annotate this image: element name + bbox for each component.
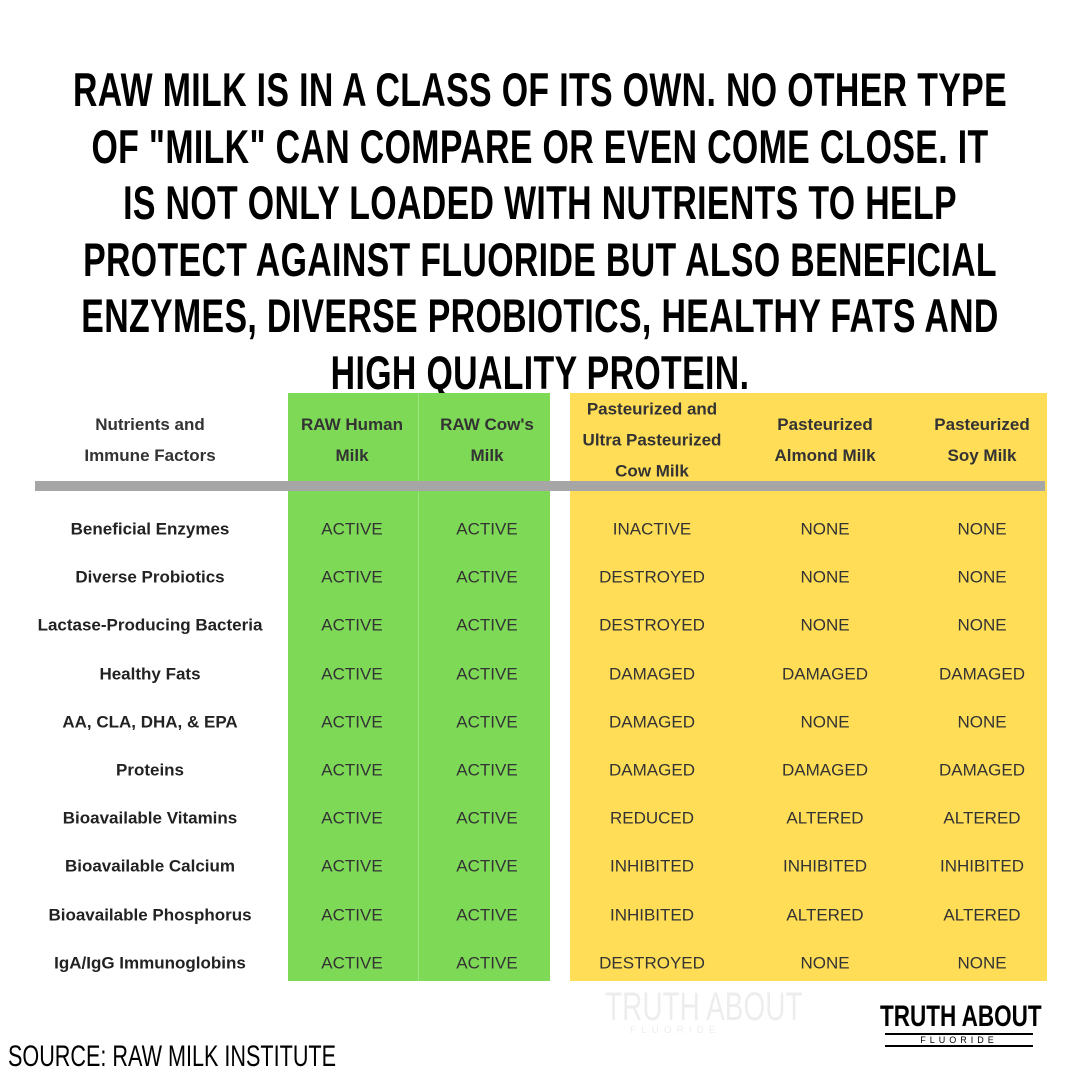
watermark-bottom: FLUORIDE [630, 1025, 721, 1036]
watermark-top: TRUTH ABOUT [605, 985, 803, 1029]
cell-value: ACTIVE [321, 760, 383, 780]
cell-value: ACTIVE [321, 664, 383, 684]
cell-value: NONE [800, 712, 850, 732]
cell-value: ACTIVE [321, 615, 383, 635]
column-header: Pasteurized Soy Milk [934, 415, 1030, 465]
cell-value: ACTIVE [321, 712, 383, 732]
cell-value: DAMAGED [939, 760, 1025, 780]
yellow-panel [570, 393, 1047, 981]
cell-value: ACTIVE [456, 519, 518, 539]
row-label: Lactase-Producing Bacteria [37, 615, 263, 635]
cell-value: DAMAGED [609, 760, 695, 780]
logo-bottom: FLUORIDE [885, 1033, 1033, 1047]
column-header: RAW Human Milk [301, 415, 403, 465]
cell-value: ACTIVE [456, 664, 518, 684]
cell-value: ALTERED [786, 905, 864, 925]
cell-value: ACTIVE [456, 905, 518, 925]
cell-value: NONE [800, 519, 850, 539]
cell-value: INHIBITED [939, 856, 1025, 876]
source: SOURCE: RAW MILK INSTITUTE [8, 1040, 337, 1073]
cell-value: INHIBITED [609, 905, 695, 925]
column-header: RAW Cow's Milk [440, 415, 534, 465]
header-rule [35, 481, 1045, 491]
cell-value: NONE [957, 567, 1007, 587]
cell-value: INACTIVE [612, 519, 692, 539]
cell-value: DAMAGED [782, 760, 868, 780]
cell-value: ACTIVE [456, 953, 518, 973]
row-label: Bioavailable Calcium [64, 856, 236, 876]
logo-top: TRUTH ABOUT [880, 1000, 1042, 1033]
cell-value: ACTIVE [456, 567, 518, 587]
column-header: Pasteurized Almond Milk [774, 415, 876, 465]
row-label: Bioavailable Vitamins [62, 808, 238, 828]
cell-value: ACTIVE [321, 808, 383, 828]
cell-value: ACTIVE [456, 856, 518, 876]
cell-value: NONE [957, 712, 1007, 732]
cell-value: ACTIVE [321, 856, 383, 876]
cell-value: INHIBITED [609, 856, 695, 876]
cell-value: DAMAGED [782, 664, 868, 684]
headline: RAW MILK IS IN A CLASS OF ITS OWN. NO OT… [72, 63, 1008, 399]
cell-value: DAMAGED [609, 664, 695, 684]
cell-value: REDUCED [609, 808, 695, 828]
cell-value: NONE [957, 953, 1007, 973]
cell-value: DESTROYED [599, 615, 705, 635]
green-panel [288, 393, 550, 981]
cell-value: ACTIVE [456, 808, 518, 828]
cell-value: NONE [957, 519, 1007, 539]
cell-value: ALTERED [943, 808, 1021, 828]
cell-value: ACTIVE [321, 519, 383, 539]
row-label: AA, CLA, DHA, & EPA [62, 712, 238, 732]
green-divider [418, 393, 419, 981]
cell-value: ALTERED [786, 808, 864, 828]
row-label: Healthy Fats [99, 664, 201, 684]
cell-value: ACTIVE [456, 712, 518, 732]
cell-value: ACTIVE [456, 615, 518, 635]
row-label: Bioavailable Phosphorus [48, 905, 252, 925]
cell-value: DAMAGED [939, 664, 1025, 684]
cell-value: NONE [957, 615, 1007, 635]
row-label: Proteins [115, 760, 185, 780]
cell-value: DAMAGED [609, 712, 695, 732]
cell-value: NONE [800, 953, 850, 973]
cell-value: ACTIVE [456, 760, 518, 780]
cell-value: ACTIVE [321, 567, 383, 587]
cell-value: INHIBITED [782, 856, 868, 876]
row-label: Beneficial Enzymes [70, 519, 230, 539]
cell-value: ACTIVE [321, 905, 383, 925]
cell-value: ACTIVE [321, 953, 383, 973]
cell-value: NONE [800, 615, 850, 635]
column-header: Pasteurized and Ultra Pasteurized Cow Mi… [582, 399, 722, 481]
cell-value: NONE [800, 567, 850, 587]
cell-value: DESTROYED [599, 567, 705, 587]
column-header: Nutrients and Immune Factors [84, 415, 216, 465]
row-label: IgA/IgG Immunoglobins [54, 953, 246, 973]
cell-value: DESTROYED [599, 953, 705, 973]
cell-value: ALTERED [943, 905, 1021, 925]
row-label: Diverse Probiotics [75, 567, 225, 587]
